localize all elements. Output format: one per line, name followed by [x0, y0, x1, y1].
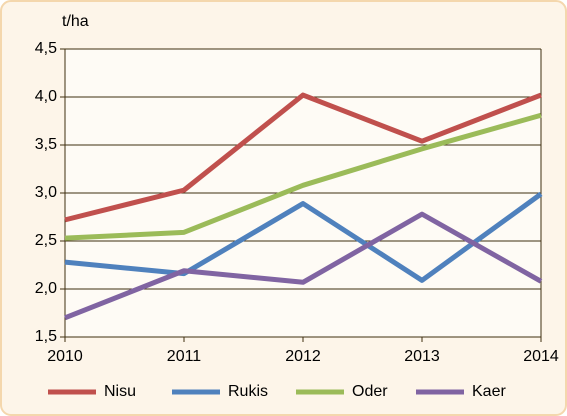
legend-label: Kaer	[472, 383, 506, 400]
x-tick-label: 2010	[47, 348, 83, 365]
y-tick-label: 2,5	[35, 232, 57, 249]
y-tick-label: 4,0	[35, 88, 57, 105]
y-tick-label: 4,5	[35, 40, 57, 57]
line	[64, 92, 542, 223]
y-tick-label: 3,0	[35, 184, 57, 201]
y-axis-label: t/ha	[62, 13, 89, 30]
legend-label: Rukis	[228, 383, 268, 400]
x-tick-label: 2012	[285, 348, 321, 365]
y-tick-label: 1,5	[35, 328, 57, 345]
line	[64, 211, 543, 321]
line	[64, 191, 543, 283]
legend-label: Oder	[352, 383, 388, 400]
line	[64, 112, 542, 241]
x-tick-label: 2011	[167, 348, 202, 365]
legend-label: Nisu	[104, 383, 136, 400]
x-tick-label: 2013	[404, 348, 440, 365]
y-tick-label: 3,5	[35, 136, 57, 153]
x-tick-label: 2014	[523, 348, 559, 365]
y-tick-label: 2,0	[35, 280, 57, 297]
